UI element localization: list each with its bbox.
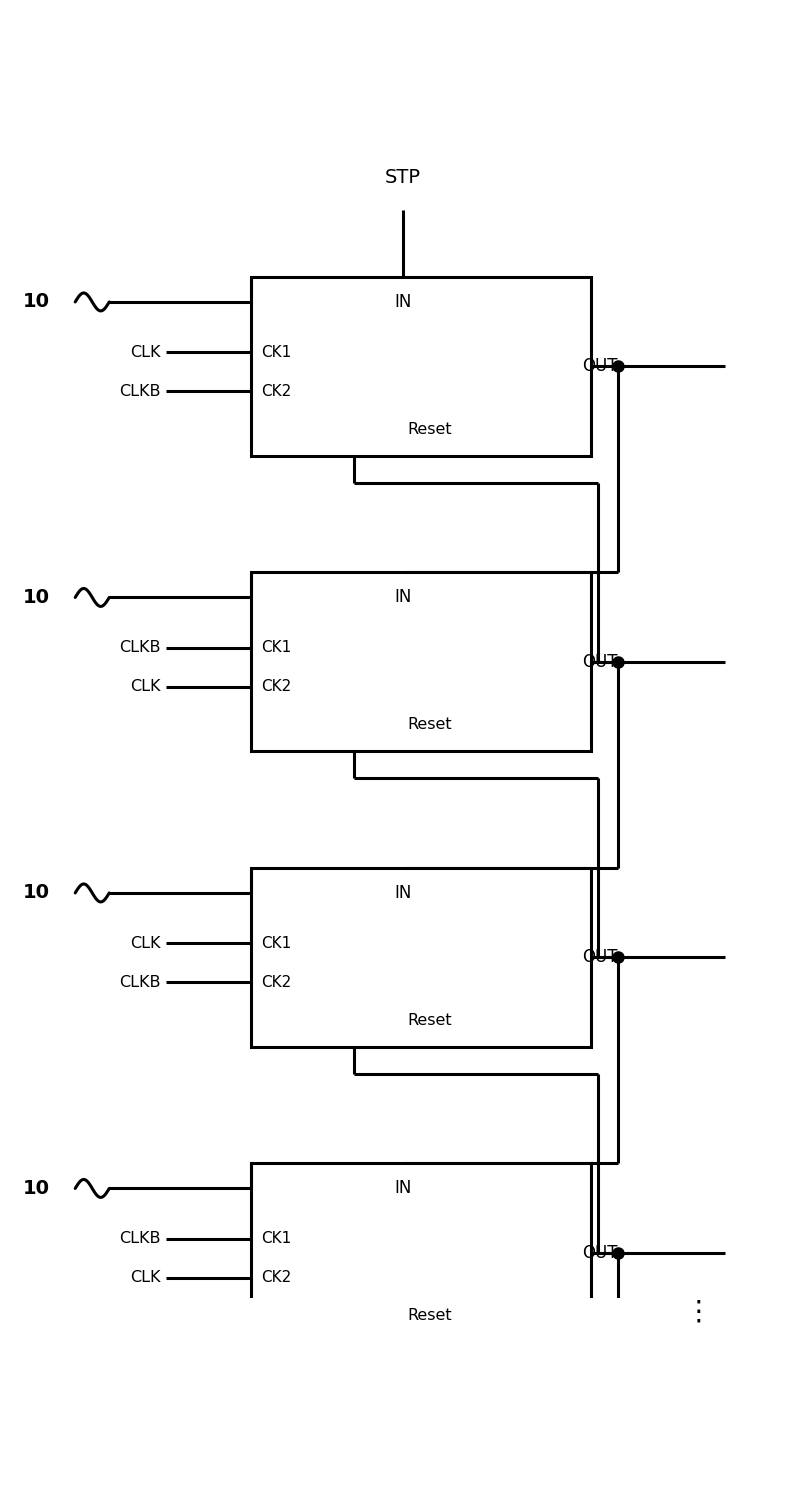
Text: CK2: CK2 (262, 1271, 292, 1286)
Text: Reset: Reset (407, 1013, 452, 1028)
Text: CLKB: CLKB (119, 976, 160, 990)
Text: IN: IN (394, 884, 411, 901)
Text: Reset: Reset (407, 1308, 452, 1323)
Text: CK2: CK2 (262, 976, 292, 990)
Text: CK2: CK2 (262, 680, 292, 695)
Text: CLKB: CLKB (119, 385, 160, 399)
Text: 10: 10 (22, 293, 50, 312)
Text: CLKB: CLKB (119, 1231, 160, 1246)
Text: CK1: CK1 (262, 936, 292, 950)
Text: STP: STP (385, 168, 421, 187)
Text: CLK: CLK (130, 936, 160, 950)
Text: 10: 10 (22, 588, 50, 607)
Text: CK1: CK1 (262, 640, 292, 655)
Text: CK2: CK2 (262, 385, 292, 399)
Bar (251, 276, 591, 456)
Bar (251, 867, 591, 1047)
Text: Reset: Reset (407, 717, 452, 732)
Text: Reset: Reset (407, 422, 452, 437)
Text: ⋮: ⋮ (685, 1296, 712, 1325)
Text: CLK: CLK (130, 680, 160, 695)
Text: CLK: CLK (130, 345, 160, 359)
Text: IN: IN (394, 293, 411, 310)
Text: OUT: OUT (582, 358, 618, 376)
Text: CLKB: CLKB (119, 640, 160, 655)
Bar (251, 572, 591, 751)
Bar (251, 1163, 591, 1342)
Text: OUT: OUT (582, 653, 618, 671)
Text: IN: IN (394, 588, 411, 606)
Text: OUT: OUT (582, 949, 618, 967)
Text: 10: 10 (22, 884, 50, 903)
Text: CLK: CLK (130, 1271, 160, 1286)
Text: OUT: OUT (582, 1244, 618, 1262)
Text: CK1: CK1 (262, 345, 292, 359)
Text: IN: IN (394, 1179, 411, 1197)
Text: CK1: CK1 (262, 1231, 292, 1246)
Text: 10: 10 (22, 1179, 50, 1198)
